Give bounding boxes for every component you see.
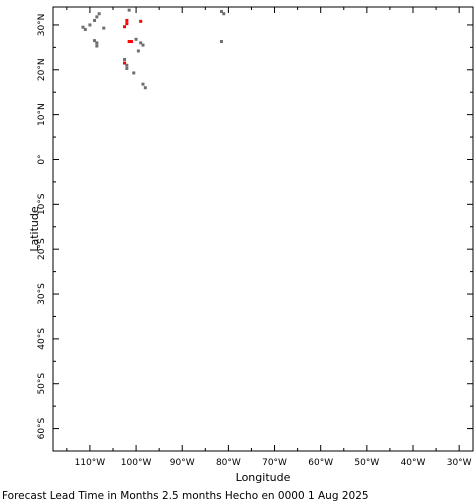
x-axis-ticks: 110°W 100°W 90°W 80°W 70°W 60°W 50°W 40°W 30°W <box>66 7 472 468</box>
red-grid-cell <box>125 22 129 26</box>
red-grid-cell <box>125 18 129 22</box>
gray-grid-cell <box>95 41 99 45</box>
red-grid-cell <box>127 40 131 44</box>
gray-grid-cell <box>93 39 97 43</box>
y-tick-label: 40°S <box>37 328 47 350</box>
gray-grid-cell <box>83 27 87 31</box>
x-tick-label: 100°W <box>121 458 152 468</box>
gray-grid-cell <box>127 8 131 12</box>
gray-grid-cell <box>132 71 136 75</box>
gray-grid-cell <box>88 23 92 27</box>
red-grid-cell <box>129 40 133 44</box>
gray-grid-cell <box>95 44 99 48</box>
x-tick-label: 70°W <box>262 458 287 468</box>
gray-grid-cell <box>97 12 101 16</box>
gray-grid-cell <box>102 26 106 30</box>
y-tick-label: 20°S <box>37 238 47 260</box>
x-tick-label: 40°W <box>401 458 426 468</box>
gray-grid-cell <box>222 12 226 16</box>
x-axis-title: Longitude <box>236 471 291 484</box>
red-grid-cell <box>123 61 127 65</box>
map-frame <box>52 6 474 452</box>
gray-grid-cell <box>125 63 129 67</box>
red-grid-cell <box>139 19 143 23</box>
x-tick-label: 110°W <box>75 458 106 468</box>
y-tick-label: 50°S <box>37 373 47 395</box>
y-tick-label: 10°S <box>37 193 47 215</box>
gray-grid-cell <box>136 49 140 53</box>
gray-grid-cell <box>141 82 145 86</box>
x-tick-label: 60°W <box>308 458 333 468</box>
forecast-caption: Forecast Lead Time in Months 2.5 months … <box>2 490 369 502</box>
y-axis-title: Latitude <box>28 206 41 252</box>
y-tick-label: 60°S <box>37 417 47 439</box>
gray-grid-cell <box>143 86 147 90</box>
x-tick-label: 80°W <box>216 458 241 468</box>
gray-grid-cell <box>123 57 127 61</box>
gray-grid-cell <box>141 43 145 47</box>
data-points <box>81 8 226 90</box>
y-tick-label: 20°N <box>37 58 47 81</box>
x-tick-label: 50°W <box>354 458 379 468</box>
plot-area <box>52 6 474 452</box>
y-tick-label: 30°S <box>37 283 47 305</box>
gray-grid-cell <box>93 18 97 22</box>
x-tick-label: 30°W <box>447 458 472 468</box>
gray-grid-cell <box>219 9 223 13</box>
gray-grid-cell <box>219 40 223 44</box>
gray-grid-cell <box>81 25 85 29</box>
gray-grid-cell <box>125 66 129 70</box>
gray-grid-cell <box>134 37 138 41</box>
y-axis-ticks: 30°N 20°N 10°N 0° 10°S 20°S 30°S 40°S 50°S 60°S <box>37 14 473 452</box>
x-tick-label: 90°W <box>170 458 195 468</box>
red-grid-cell <box>123 25 127 29</box>
y-tick-label: 10°N <box>37 103 47 126</box>
y-tick-label: 0° <box>37 154 47 164</box>
y-tick-label: 30°N <box>37 14 47 37</box>
gray-grid-cell <box>139 41 143 45</box>
gray-grid-cell <box>95 15 99 19</box>
